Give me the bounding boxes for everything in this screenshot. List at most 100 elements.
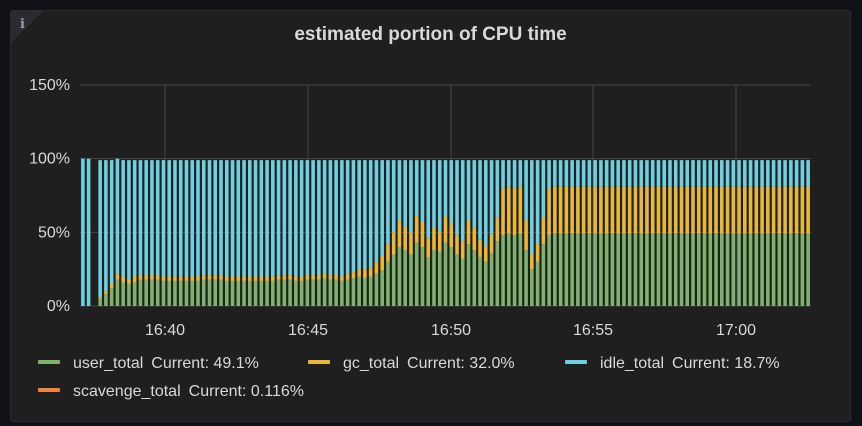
x-tick-label: 16:55	[573, 322, 613, 339]
bar-idle_total	[507, 160, 511, 187]
bar-idle_total	[668, 160, 672, 187]
chart-plot: 0% 50% 100% 150% 16:40 16:45 16:50 16:55 17:00	[29, 77, 811, 339]
bar-idle_total	[271, 160, 275, 277]
bar-user_total	[662, 233, 667, 306]
bar-idle_total	[783, 160, 787, 187]
bar-idle_total	[380, 160, 384, 256]
panel-title[interactable]: estimated portion of CPU time	[294, 24, 567, 45]
bar-idle_total	[466, 160, 471, 221]
bar-idle_total	[161, 160, 166, 277]
bar-user_total	[524, 250, 528, 306]
bar-user_total	[495, 241, 500, 306]
bar-gc_total	[466, 220, 471, 245]
info-icon[interactable]: i	[20, 17, 25, 32]
bar-gc_total	[426, 238, 431, 258]
bar-idle_total	[104, 160, 108, 292]
bar-idle_total	[754, 160, 759, 187]
legend-series-name: user_total	[73, 355, 144, 372]
legend-item-scavenge_total[interactable]: scavenge_total Current: 0.116%	[38, 383, 304, 401]
bar-idle_total	[616, 160, 620, 187]
bar-user_total	[184, 280, 189, 306]
bar-idle_total	[622, 160, 626, 187]
bar-user_total	[455, 254, 459, 306]
bar-gc_total	[639, 186, 643, 234]
bar-idle_total	[368, 160, 373, 268]
bar-idle_total	[478, 160, 482, 240]
bar-gc_total	[161, 276, 166, 281]
bar-idle_total	[794, 160, 799, 187]
bar-user_total	[639, 233, 643, 306]
bar-gc_total	[328, 275, 333, 280]
bar-user_total	[282, 279, 287, 306]
bar-user_total	[98, 298, 102, 306]
bar-idle_total	[731, 160, 736, 187]
bar-idle_total	[276, 160, 281, 276]
bar-idle_total	[322, 160, 327, 274]
bar-idle_total	[610, 160, 615, 187]
bar-user_total	[259, 280, 264, 306]
bar-user_total	[109, 288, 114, 306]
bar-idle_total	[524, 160, 528, 221]
bar-user_total	[518, 233, 523, 306]
bar-idle_total	[132, 160, 137, 277]
bar-user_total	[351, 278, 356, 306]
bar-gc_total	[541, 217, 546, 245]
bar-idle_total	[184, 160, 189, 277]
bar-user_total	[294, 280, 298, 306]
legend-swatch	[38, 387, 60, 392]
bar-user_total	[794, 233, 799, 306]
bar-gc_total	[414, 216, 419, 243]
bar-gc_total	[368, 267, 373, 277]
legend-series-name: gc_total	[343, 355, 400, 372]
bar-user_total	[708, 233, 713, 306]
bar-user_total	[345, 279, 350, 306]
bar-gc_total	[201, 275, 206, 280]
bar-idle_total	[282, 160, 287, 276]
bar-idle_total	[530, 160, 534, 255]
bar-gc_total	[190, 276, 195, 281]
bar-gc_total	[789, 186, 793, 234]
bar-gc_total	[691, 186, 695, 234]
bar-gc_total	[259, 276, 264, 281]
bar-user_total	[190, 280, 195, 306]
bar-user_total	[685, 233, 690, 306]
bar-idle_total	[230, 160, 235, 277]
bar-idle_total	[242, 160, 246, 277]
bar-user_total	[484, 261, 488, 306]
bar-user_total	[743, 233, 747, 306]
bar-idle_total	[449, 160, 454, 224]
bar-user_total	[460, 258, 465, 306]
bar-gc_total	[345, 273, 350, 280]
bar-gc_total	[564, 186, 569, 234]
bar-idle_total	[201, 160, 206, 276]
bars	[81, 158, 810, 306]
bar-user_total	[530, 269, 534, 306]
bar-user_total	[437, 251, 442, 306]
bar-idle_total	[109, 160, 114, 284]
bar-user_total	[501, 235, 505, 306]
bar-user_total	[777, 233, 782, 306]
bar-gc_total	[219, 275, 223, 280]
bar-user_total	[673, 233, 678, 306]
bar-user_total	[403, 250, 407, 306]
legend-item-gc_total[interactable]: gc_total Current: 32.0%	[308, 355, 515, 373]
bar-user_total	[587, 233, 592, 306]
bar-idle_total	[639, 160, 643, 187]
bar-gc_total	[449, 223, 454, 248]
bar-idle_total	[570, 160, 574, 187]
bar-gc_total	[593, 186, 597, 234]
bar-idle_total	[650, 160, 655, 187]
x-axis: 16:40 16:45 16:50 16:55 17:00	[145, 322, 756, 339]
bar-idle_total	[317, 160, 321, 276]
bar-idle_total	[115, 158, 120, 274]
legend-item-idle_total[interactable]: idle_total Current: 18.7%	[565, 355, 780, 373]
bar-gc_total	[696, 186, 701, 234]
bar-user_total	[196, 280, 200, 306]
bar-idle_total	[766, 160, 770, 187]
bar-gc_total	[806, 186, 810, 234]
bar-user_total	[161, 280, 166, 306]
bar-user_total	[576, 233, 580, 306]
bar-gc_total	[443, 216, 448, 243]
bar-user_total	[397, 247, 402, 306]
legend-item-user_total[interactable]: user_total Current: 49.1%	[38, 355, 259, 373]
